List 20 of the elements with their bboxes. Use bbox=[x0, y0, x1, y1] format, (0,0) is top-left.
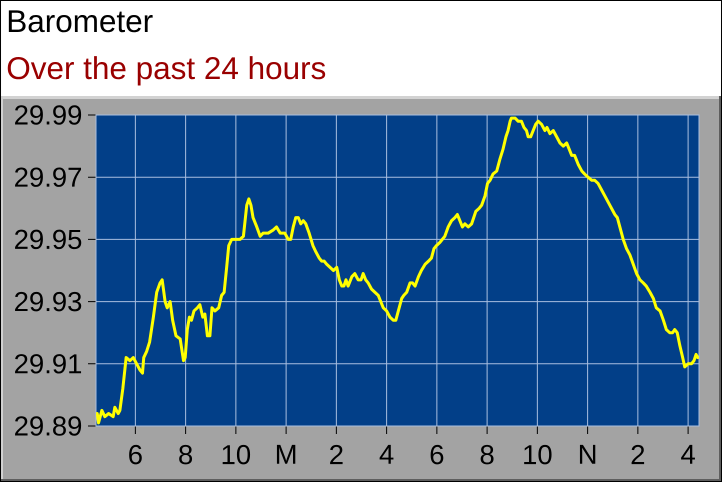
y-tick-label: 29.97 bbox=[15, 167, 82, 187]
chart-title: Barometer bbox=[8, 10, 153, 32]
x-tick-label: 2 bbox=[632, 444, 644, 464]
x-tick-label: 10 bbox=[524, 444, 552, 464]
chart-subtitle: Over the past 24 hours bbox=[8, 56, 326, 86]
x-tick-label: N bbox=[580, 444, 596, 464]
x-tick-label: 6 bbox=[129, 444, 142, 464]
y-tick-label: 29.99 bbox=[15, 105, 82, 125]
x-tick-label: 4 bbox=[380, 444, 394, 464]
y-tick-label: 29.93 bbox=[15, 292, 82, 312]
x-tick-label: M bbox=[276, 444, 296, 464]
x-tick-label: 8 bbox=[480, 444, 494, 464]
x-tick-label: 4 bbox=[681, 444, 695, 464]
y-tick-label: 29.89 bbox=[15, 416, 82, 436]
x-tick-label: 6 bbox=[430, 444, 444, 464]
y-tick-label: 29.91 bbox=[15, 354, 82, 374]
x-tick-label: 8 bbox=[179, 444, 192, 464]
x-tick-label: 2 bbox=[330, 444, 343, 464]
x-tick-label: 10 bbox=[222, 444, 250, 464]
y-tick-label: 29.95 bbox=[15, 230, 82, 250]
